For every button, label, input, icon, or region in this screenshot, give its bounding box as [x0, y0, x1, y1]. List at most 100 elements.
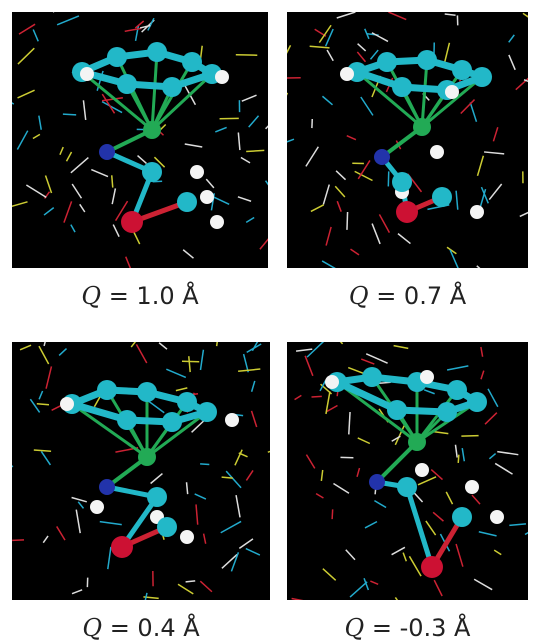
- molecule-part: [447, 380, 467, 400]
- molecule-part: [178, 584, 193, 594]
- molecule-part: [99, 479, 115, 495]
- molecule-part: [215, 70, 229, 84]
- molecule-part: [222, 477, 233, 478]
- molecule-part: [200, 190, 214, 204]
- molecule-part: [72, 497, 87, 501]
- molecule-part: [162, 412, 182, 432]
- molecule-part: [76, 510, 80, 533]
- molecule-part: [418, 477, 436, 485]
- molecule-part: [215, 127, 226, 132]
- molecule-part: [37, 404, 49, 405]
- molecule-part: [183, 250, 193, 258]
- molecule-part: [100, 522, 122, 525]
- molecule-part: [72, 184, 81, 198]
- molecule-part: [185, 144, 203, 147]
- molecule-part: [246, 470, 253, 480]
- molecule-part: [151, 474, 163, 484]
- molecule-part: [235, 450, 242, 466]
- molecule-part: [189, 356, 190, 372]
- molecule-part: [239, 539, 253, 548]
- molecule-part: [260, 234, 268, 249]
- molecule-part: [452, 507, 472, 527]
- molecule-part: [494, 550, 501, 554]
- molecule-part: [246, 217, 254, 222]
- molecule-part: [197, 402, 217, 422]
- molecule-part: [456, 544, 463, 567]
- molecule-part: [12, 202, 28, 207]
- molecule-part: [306, 147, 318, 167]
- molecule-part: [335, 342, 343, 344]
- molecule-part: [409, 556, 421, 576]
- panel: Q = -0.3 Å: [287, 342, 528, 600]
- molecule-part: [374, 501, 386, 508]
- molecule-part: [326, 406, 337, 412]
- molecule-part: [41, 451, 50, 465]
- molecule-part: [481, 371, 484, 380]
- molecule-part: [445, 43, 450, 62]
- molecule-part: [204, 534, 206, 544]
- molecule-part: [30, 399, 39, 412]
- molecule-part: [268, 447, 270, 452]
- molecule-image: [12, 12, 268, 268]
- panel: Q = 1.0 Å: [12, 12, 268, 268]
- molecule-part: [516, 77, 528, 90]
- molecule-part: [117, 74, 137, 94]
- molecule-part: [231, 552, 238, 571]
- molecule-part: [497, 452, 518, 455]
- molecule-part: [489, 184, 501, 200]
- molecule-part: [350, 249, 359, 255]
- molecule-part: [452, 60, 472, 80]
- molecule-part: [138, 448, 156, 466]
- caption: Q = 0.7 Å: [287, 282, 528, 310]
- molecule-part: [320, 381, 325, 391]
- molecule-part: [57, 16, 79, 25]
- molecule-part: [196, 504, 198, 524]
- molecule-part: [182, 52, 202, 72]
- molecule-part: [456, 191, 458, 210]
- molecule-part: [43, 536, 48, 543]
- molecule-part: [472, 495, 480, 504]
- molecule-part: [445, 85, 459, 99]
- molecule-part: [396, 201, 418, 223]
- molecule-part: [365, 522, 377, 528]
- caption-text: = 0.4 Å: [110, 614, 200, 642]
- molecule-part: [125, 28, 142, 31]
- molecule-part: [200, 464, 209, 465]
- caption: Q = -0.3 Å: [287, 614, 528, 642]
- molecule-part: [472, 67, 492, 87]
- molecule-part: [408, 433, 426, 451]
- molecule-part: [206, 179, 214, 188]
- molecule-part: [350, 582, 367, 597]
- molecule-part: [292, 598, 313, 600]
- molecule-part: [238, 369, 260, 371]
- molecule-part: [60, 147, 63, 155]
- caption: Q = 1.0 Å: [12, 282, 268, 310]
- molecule-part: [369, 474, 385, 490]
- molecule-part: [332, 509, 333, 519]
- molecule-part: [484, 152, 504, 154]
- molecule-part: [372, 224, 380, 244]
- caption-text: = 0.7 Å: [376, 282, 466, 310]
- molecule-part: [358, 438, 370, 444]
- molecule-part: [57, 526, 65, 540]
- molecule-part: [176, 388, 187, 391]
- molecule-part: [33, 30, 38, 42]
- molecule-part: [180, 530, 194, 544]
- molecule-part: [362, 367, 382, 387]
- molecule-part: [337, 12, 356, 18]
- molecule-part: [287, 45, 291, 59]
- molecule-part: [333, 483, 349, 493]
- molecule-part: [478, 156, 484, 176]
- molecule-part: [241, 158, 250, 163]
- molecule-part: [266, 181, 268, 197]
- molecule-part: [112, 188, 115, 204]
- molecule-part: [287, 139, 294, 145]
- molecule-part: [481, 347, 483, 357]
- molecule-part: [489, 454, 495, 459]
- molecule-part: [445, 14, 456, 15]
- molecule-part: [91, 170, 108, 177]
- molecule-part: [46, 366, 51, 388]
- molecule-part: [361, 97, 373, 115]
- molecule-part: [395, 597, 406, 600]
- molecule-part: [60, 397, 74, 411]
